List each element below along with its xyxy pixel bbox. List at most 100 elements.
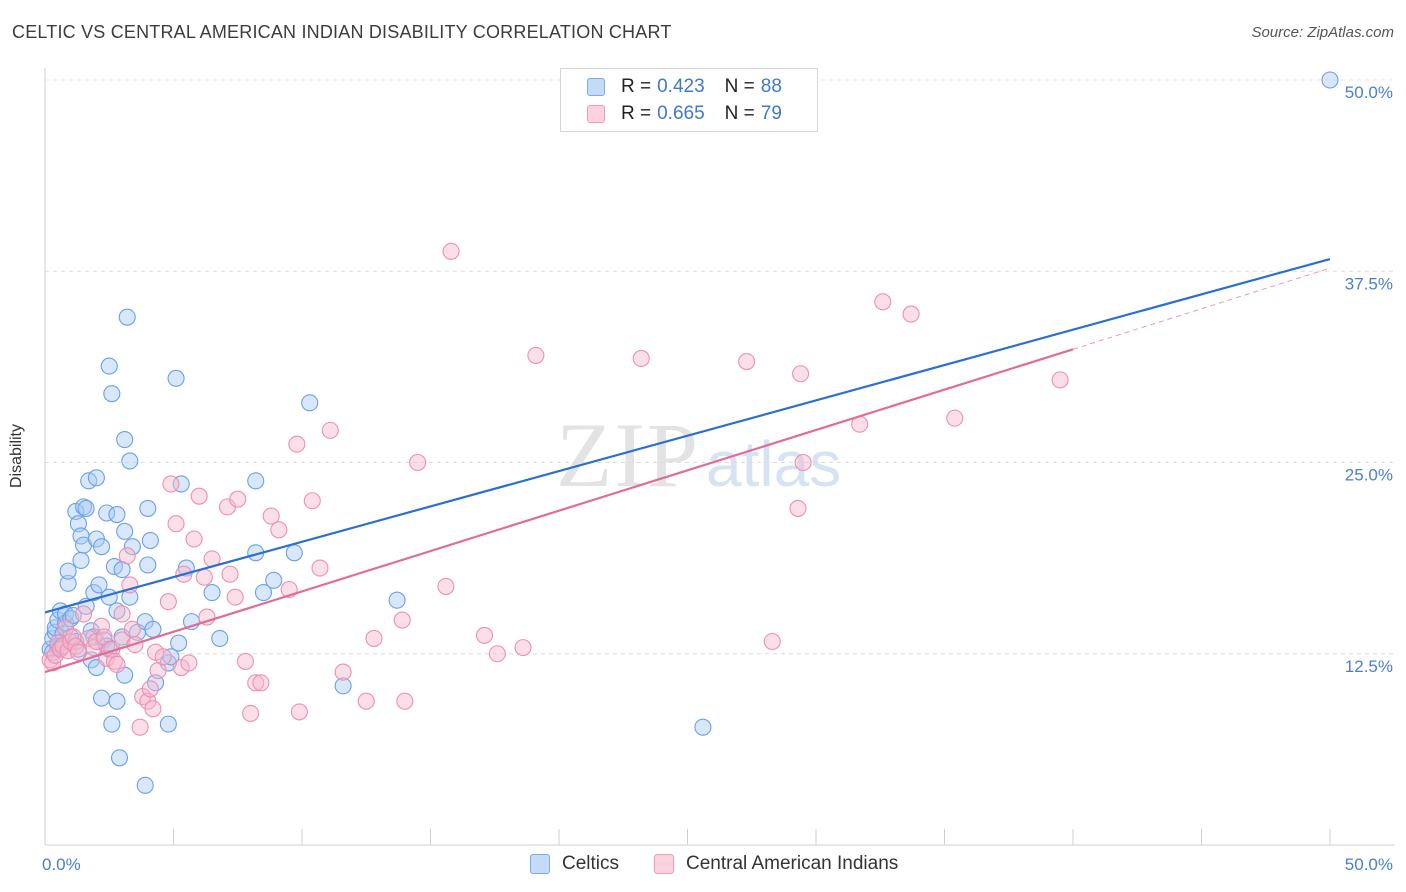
central-american-indian-point	[242, 704, 260, 722]
legend-r-value: 0.423	[657, 76, 705, 97]
celtics-point	[159, 715, 177, 733]
central-american-indian-point	[69, 643, 87, 661]
celtics-point	[103, 715, 121, 733]
celtics-point	[139, 499, 157, 517]
legend-n-label: N =	[724, 103, 755, 124]
central-american-indian-point	[105, 652, 123, 670]
celtics-point	[116, 522, 134, 540]
central-american-indian-point	[185, 530, 203, 548]
y-tick-label: 50.0%	[1345, 83, 1393, 102]
central-american-indian-point	[75, 605, 93, 623]
central-american-indian-point	[794, 453, 812, 472]
central-american-indian-point	[527, 346, 545, 364]
central-american-indian-point	[303, 492, 321, 510]
bottom-legend-swatch-central-american-indians	[654, 854, 674, 874]
y-tick-label: 37.5%	[1345, 274, 1393, 293]
central-american-indian-point	[247, 674, 265, 692]
celtics-point	[75, 498, 93, 516]
celtics-point	[92, 538, 111, 556]
central-american-indian-point	[95, 628, 113, 646]
axes	[44, 68, 1395, 846]
central-american-indian-point	[195, 568, 213, 586]
celtics-point	[265, 571, 283, 589]
central-american-indian-point	[113, 605, 131, 623]
central-american-indian-point	[288, 435, 306, 453]
celtics-point	[59, 574, 77, 592]
central-american-indian-point	[902, 305, 920, 323]
tick-labels: 12.5% 25.0% 37.5% 50.0% 0.0% 50.0%	[42, 83, 1393, 874]
central-american-indian-point	[162, 475, 180, 493]
central-american-indian-point	[290, 703, 308, 721]
bottom-legend-label-central-american-indians: Central American Indians	[686, 853, 899, 874]
celtics-point	[108, 692, 126, 710]
celtics-point	[92, 689, 111, 707]
gridlines	[45, 79, 1395, 655]
celtics-point	[108, 505, 126, 524]
central-american-indian-point	[514, 639, 532, 657]
central-american-indian-trend-extension	[1072, 267, 1331, 350]
central-american-indian-point	[396, 692, 414, 710]
celtics-trend-line	[44, 257, 1331, 614]
celtics-points	[41, 71, 1339, 794]
celtics-point	[77, 499, 95, 517]
legend-r-label: R =	[621, 103, 652, 124]
celtics-point	[123, 538, 141, 556]
central-american-indian-point	[159, 593, 177, 611]
x-tick-label-min: 0.0%	[42, 855, 81, 874]
celtics-point	[211, 629, 229, 648]
trend-lines	[44, 257, 1331, 674]
central-american-indian-point	[321, 421, 339, 439]
legend-swatch-central-american-indians	[587, 105, 605, 123]
central-american-indian-point	[41, 651, 59, 669]
celtics-point	[62, 610, 80, 628]
celtics-point	[90, 576, 108, 594]
central-american-indian-point	[221, 565, 239, 583]
central-american-indian-point	[437, 577, 455, 595]
legend-n-value: 79	[760, 103, 782, 124]
central-american-indian-point	[154, 648, 172, 666]
celtics-point	[301, 394, 319, 412]
central-american-indian-trend-line	[44, 348, 1074, 674]
central-american-indian-point	[763, 632, 781, 651]
central-american-indian-point	[488, 645, 506, 663]
celtics-point	[203, 583, 221, 602]
central-american-indian-point	[409, 453, 427, 472]
celtics-point	[388, 591, 406, 609]
celtics-point	[139, 556, 157, 574]
correlation-legend: R = 0.423 N = 88 R = 0.665 N = 79	[560, 68, 818, 132]
central-american-indian-point	[144, 700, 162, 718]
central-american-indian-point	[475, 626, 494, 644]
legend-n-value: 88	[760, 76, 782, 97]
celtics-point	[72, 551, 90, 569]
celtics-point	[121, 452, 139, 470]
central-american-indian-points	[41, 242, 1069, 736]
central-american-indian-point	[108, 655, 126, 674]
central-american-indian-point	[270, 521, 288, 539]
central-american-indian-point	[792, 365, 810, 383]
legend-row-celtics: R = 0.423 N = 88	[587, 75, 782, 99]
legend-r-value: 0.665	[657, 103, 705, 124]
central-american-indian-point	[262, 507, 280, 525]
central-american-indian-point	[236, 652, 255, 670]
celtics-point	[141, 531, 159, 550]
celtics-point	[136, 776, 154, 794]
legend-swatch-celtics	[587, 78, 605, 96]
central-american-indian-point	[738, 352, 756, 371]
central-american-indian-point	[229, 490, 247, 508]
central-american-indian-point	[252, 674, 270, 692]
central-american-indian-point	[393, 611, 411, 629]
celtics-point	[108, 602, 126, 620]
legend-n-label: N =	[724, 76, 755, 97]
chart-title: CELTIC VS CENTRAL AMERICAN INDIAN DISABI…	[12, 22, 672, 42]
celtics-point	[118, 308, 136, 326]
central-american-indian-point	[190, 487, 208, 505]
bottom-legend-central-american-indians: Central American Indians	[654, 852, 898, 876]
central-american-indian-point	[442, 242, 460, 260]
celtics-point	[1321, 71, 1339, 89]
central-american-indian-point	[365, 629, 383, 648]
celtics-point	[100, 357, 118, 375]
central-american-indian-point	[123, 620, 141, 638]
legend-r-label: R =	[621, 76, 652, 97]
central-american-indian-point	[226, 588, 244, 606]
central-american-indian-point	[118, 547, 136, 565]
